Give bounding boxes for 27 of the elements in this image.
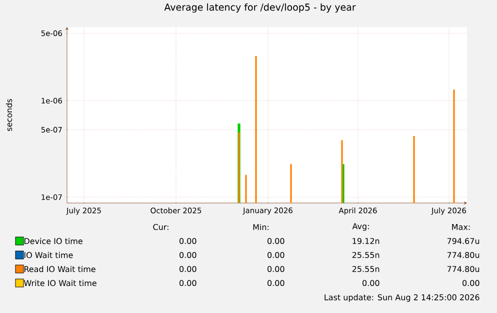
text: 774.80u — [447, 266, 480, 272]
text: 774.80u — [447, 252, 480, 258]
text: 0.00 — [180, 266, 196, 272]
text: 0.00 — [268, 238, 284, 244]
text: 0.00 — [362, 280, 380, 286]
text: Cur: — [153, 224, 168, 230]
text: 0.00 — [462, 280, 480, 286]
legend-label: IO Wait time — [24, 252, 73, 258]
text: Max: — [452, 224, 470, 230]
y-axis-title: seconds — [6, 99, 12, 131]
legend-label: Device IO time — [24, 238, 82, 244]
text: Min: — [253, 224, 269, 230]
text: 19.12n — [352, 238, 380, 244]
text: 0.00 — [268, 252, 284, 258]
text: 0.00 — [268, 280, 284, 286]
text: Avg: — [352, 223, 369, 231]
text: 25.55n — [352, 266, 380, 272]
text: 0.00 — [268, 266, 284, 272]
text: 794.67u — [447, 238, 480, 244]
text: 0.00 — [180, 238, 196, 244]
text: 25.55n — [352, 252, 380, 258]
chart-title: Average latency for /dev/loop5 - by year — [164, 3, 356, 13]
text: Last update: Sun Aug 2 14:25:00 2026 — [324, 294, 480, 302]
text: 0.00 — [180, 252, 196, 258]
legend-label: Write IO Wait time — [24, 280, 96, 286]
legend-label: Read IO Wait time — [24, 266, 96, 272]
text: 0.00 — [180, 280, 196, 286]
